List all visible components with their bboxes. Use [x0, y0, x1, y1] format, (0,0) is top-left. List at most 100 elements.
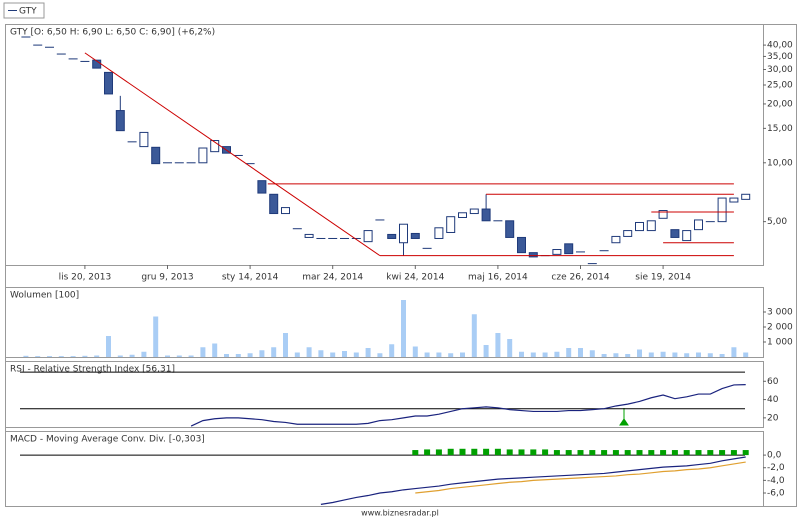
candle-body	[505, 220, 515, 238]
histogram-bar	[565, 450, 572, 456]
candle-body	[481, 208, 491, 222]
y-tick-label: 40,00	[767, 41, 793, 51]
y-tick-label: 60	[767, 377, 779, 387]
volume-bar	[259, 350, 265, 357]
candle-body	[151, 146, 161, 165]
volume-bar	[330, 352, 336, 357]
y-tick-label: 2 000	[767, 323, 793, 333]
candle-body	[552, 249, 562, 255]
volume-bar	[318, 350, 324, 357]
volume-bar	[188, 355, 194, 357]
volume-bar	[200, 347, 206, 357]
volume-bar	[353, 352, 359, 357]
volume-bar	[648, 352, 654, 357]
volume-panel	[5, 287, 764, 358]
candle-body	[458, 212, 467, 218]
histogram-bar	[707, 450, 714, 456]
y-tick-label: 10,00	[767, 158, 793, 168]
volume-bar	[672, 352, 678, 357]
volume-bar	[129, 354, 135, 357]
histogram-bar	[589, 450, 596, 456]
histogram-bar	[471, 448, 478, 456]
volume-bar	[247, 353, 253, 357]
x-tick-label: sty 14, 2014	[222, 273, 279, 283]
candle-body	[694, 219, 703, 231]
volume-bar	[165, 355, 170, 357]
volume-bar	[153, 316, 159, 357]
histogram-bar	[506, 449, 513, 456]
histogram-bar	[483, 448, 490, 456]
histogram-bar	[648, 450, 655, 456]
volume-bar	[460, 352, 465, 357]
histogram-bar	[542, 449, 549, 456]
volume-bar	[294, 352, 300, 357]
volume-bar	[342, 351, 347, 357]
volume-bar	[743, 352, 749, 357]
panel-title: RSI - Relative Strength Index [56,31]	[10, 365, 175, 375]
volume-bar	[141, 351, 147, 357]
volume-bar	[424, 352, 430, 357]
volume-bar	[578, 348, 583, 357]
volume-bar	[212, 343, 218, 357]
volume-bar	[530, 352, 536, 357]
histogram-bar	[671, 450, 678, 456]
y-tick-label: 20	[767, 413, 779, 423]
volume-bar	[176, 355, 182, 357]
candle-body	[269, 193, 279, 215]
volume-bar	[94, 355, 100, 357]
y-tick-label: 3 000	[767, 308, 793, 318]
series-line	[415, 461, 746, 494]
y-tick-label: 25,00	[767, 80, 793, 90]
macd-panel	[5, 431, 764, 507]
volume-bar	[554, 351, 560, 357]
candle-body	[410, 232, 420, 239]
volume-bar	[23, 355, 29, 357]
histogram-bar	[412, 450, 419, 456]
candle-body	[658, 210, 668, 219]
candle-body	[387, 233, 397, 239]
symbol-label[interactable]: GTY	[19, 7, 37, 17]
histogram-bar	[530, 449, 537, 456]
candle-body	[611, 235, 621, 244]
candle-body	[210, 140, 220, 153]
candle-body	[469, 208, 479, 215]
candle-body	[446, 216, 456, 233]
volume-bar	[696, 352, 701, 357]
candle-body	[646, 220, 656, 232]
y-tick-label: -6,0	[767, 489, 785, 499]
x-tick-label: mar 24, 2014	[302, 273, 363, 283]
volume-bar	[707, 353, 713, 357]
histogram-bar	[730, 450, 737, 456]
candle-body	[717, 197, 727, 223]
histogram-bar	[601, 450, 608, 456]
candle-body	[564, 243, 574, 255]
histogram-bar	[494, 448, 501, 456]
volume-bar	[35, 356, 41, 357]
candle-body	[139, 131, 149, 148]
volume-bar	[82, 355, 88, 357]
histogram-bar	[695, 450, 702, 456]
volume-bar	[601, 354, 607, 357]
volume-bar	[542, 352, 548, 357]
symbol-tab[interactable]	[3, 2, 45, 19]
histogram-bar	[719, 450, 726, 456]
volume-bar	[483, 345, 489, 357]
candle-body	[517, 236, 526, 254]
volume-bar	[495, 333, 501, 357]
histogram-bar	[683, 450, 690, 456]
y-tick-label: 40	[767, 395, 779, 405]
candle-body	[399, 223, 408, 244]
y-tick-label: -4,0	[767, 476, 785, 486]
volume-bar	[566, 348, 572, 357]
volume-bar	[106, 336, 111, 357]
x-tick-label: cze 26, 2014	[551, 273, 609, 283]
histogram-bar	[624, 450, 631, 456]
volume-bar	[58, 356, 64, 357]
candle-body	[281, 207, 290, 215]
candle-body	[741, 193, 751, 200]
volume-bar	[70, 356, 76, 357]
y-tick-label: 30,00	[767, 65, 793, 75]
candle-body	[682, 230, 692, 242]
candle-body	[257, 180, 267, 194]
candle-body	[528, 252, 538, 258]
